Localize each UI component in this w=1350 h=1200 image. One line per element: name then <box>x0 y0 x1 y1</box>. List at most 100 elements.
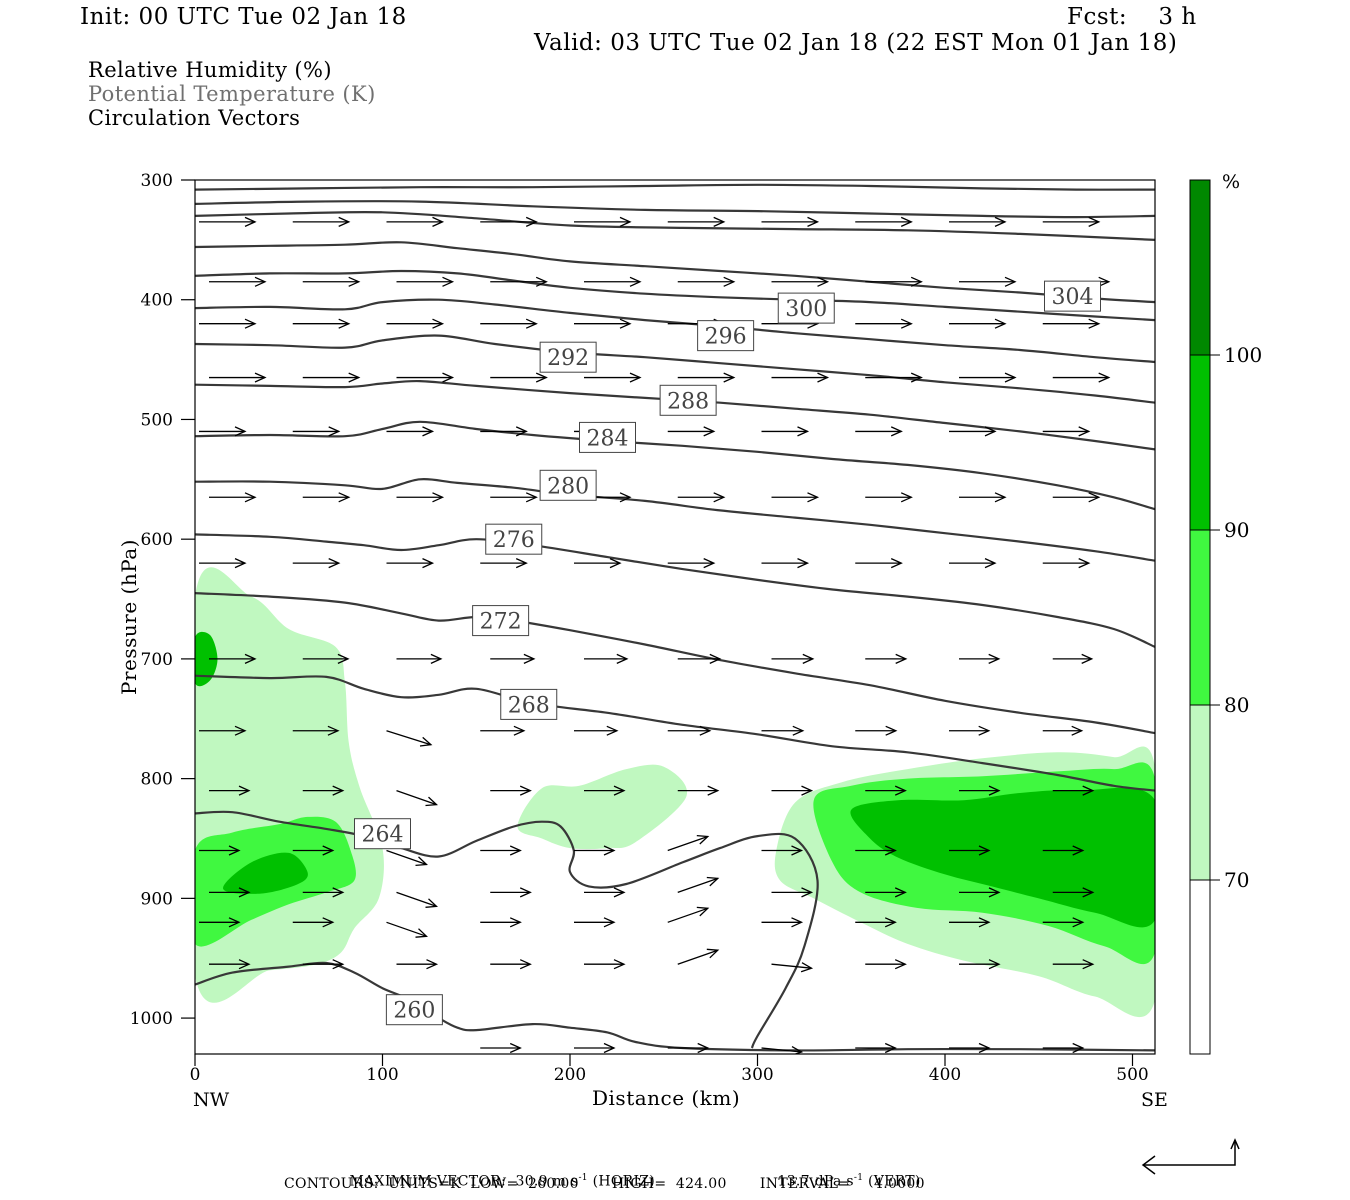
circulation-vector <box>480 216 538 227</box>
circulation-vector <box>584 959 626 970</box>
theta-contour-296 <box>195 298 1155 364</box>
valid-time: Valid: 03 UTC Tue 02 Jan 18 (22 EST Mon … <box>534 30 1178 56</box>
circulation-vector <box>949 845 991 856</box>
circulation-vector <box>209 887 251 898</box>
circulation-vector <box>1042 426 1091 437</box>
circulation-vector <box>480 318 538 329</box>
x-end-label-nw: NW <box>193 1089 230 1111</box>
circulation-vector <box>1042 1042 1085 1054</box>
circulation-vector <box>209 276 267 287</box>
y-tick-label: 700 <box>141 650 173 670</box>
contour-label-292: 292 <box>547 346 589 371</box>
circulation-vector <box>199 216 257 227</box>
circulation-vector <box>677 492 726 503</box>
circulation-vector <box>292 845 335 856</box>
circulation-vector <box>677 372 736 383</box>
circulation-vector <box>199 318 257 329</box>
circulation-vector <box>199 725 247 736</box>
contour-label-box <box>539 341 597 373</box>
circulation-vector <box>302 959 345 970</box>
circulation-vector <box>574 558 622 569</box>
circulation-vector <box>865 276 923 287</box>
circulation-vector <box>949 558 997 569</box>
circulation-vector <box>574 1042 616 1054</box>
theta-contour-268 <box>195 674 1155 792</box>
circulation-vector <box>386 426 435 437</box>
circulation-vector <box>1042 216 1101 227</box>
circulation-vector <box>209 372 267 383</box>
theta-contour-272 <box>195 592 1155 735</box>
contour-label-box <box>659 384 717 416</box>
circulation-vector <box>396 891 439 908</box>
circulation-vector <box>949 216 1007 227</box>
circulation-vector <box>199 426 247 437</box>
circulation-vector <box>396 372 455 383</box>
circulation-vector <box>949 318 1007 329</box>
circulation-vector <box>386 730 433 747</box>
x-end-label-se: SE <box>1141 1089 1168 1111</box>
field-theta-label: Potential Temperature (K) <box>88 82 376 106</box>
contour-label-304: 304 <box>1052 285 1094 310</box>
theta-contour <box>195 210 1155 241</box>
circulation-vector <box>667 906 710 923</box>
x-tick-label: 100 <box>366 1065 398 1085</box>
theta-contour-304 <box>195 241 1155 304</box>
circulation-vector <box>855 318 913 329</box>
rh-region-90 <box>195 631 218 687</box>
colorbar-segment <box>1190 355 1210 530</box>
contour-label-280: 280 <box>547 474 589 499</box>
circulation-vector <box>199 558 247 569</box>
circulation-vector <box>490 492 538 503</box>
circulation-vector <box>386 216 445 227</box>
circulation-vector <box>959 887 1001 898</box>
circulation-vector <box>667 1042 710 1054</box>
contour-label-box <box>385 994 443 1026</box>
circulation-vector <box>771 492 820 503</box>
circulation-vector <box>396 959 439 970</box>
y-tick-label: 800 <box>141 770 173 790</box>
theta-contour-288 <box>195 379 1155 451</box>
colorbar-unit: % <box>1222 171 1240 193</box>
circulation-vector <box>949 725 991 736</box>
contour-label-box <box>1044 280 1101 312</box>
circulation-vector <box>584 887 626 898</box>
circulation-vector <box>761 558 810 569</box>
circulation-vector <box>667 725 712 736</box>
circulation-vector <box>1042 318 1101 329</box>
circulation-vector <box>959 653 1001 664</box>
circulation-vector <box>199 845 241 856</box>
footer-contour-info: CONTOURS: UNITS=K LOW= 260.00 HIGH= 424.… <box>284 1176 925 1192</box>
colorbar-label-70: 70 <box>1224 868 1249 892</box>
x-axis-title: Distance (km) <box>592 1086 741 1110</box>
contour-label-box <box>539 469 597 501</box>
colorbar-segment <box>1190 180 1210 355</box>
circulation-vector <box>396 492 445 503</box>
y-tick-label: 300 <box>141 171 173 191</box>
circulation-vector <box>855 917 897 928</box>
circulation-vector <box>761 426 810 437</box>
contour-label-box <box>697 320 755 352</box>
theta-contour <box>195 200 1155 219</box>
circulation-vector <box>1052 887 1095 898</box>
circulation-vector <box>480 725 526 736</box>
circulation-vector <box>771 653 815 664</box>
circulation-vector <box>959 492 1007 503</box>
circulation-vector <box>480 917 522 928</box>
circulation-vector <box>1052 492 1101 503</box>
circulation-vector <box>584 276 642 287</box>
circulation-vector <box>292 558 341 569</box>
circulation-vector <box>855 845 897 856</box>
circulation-vector <box>386 558 435 569</box>
circulation-vector <box>771 276 830 287</box>
circulation-vector <box>667 426 716 437</box>
contour-label-box <box>777 292 835 324</box>
circulation-vector <box>865 959 907 970</box>
circulation-vector <box>855 725 898 736</box>
circulation-vector <box>677 653 722 664</box>
circulation-vector <box>584 785 626 796</box>
x-tick-label: 0 <box>190 1065 201 1085</box>
circulation-vector <box>209 959 251 970</box>
circulation-vector <box>302 372 361 383</box>
circulation-vector <box>667 558 716 569</box>
